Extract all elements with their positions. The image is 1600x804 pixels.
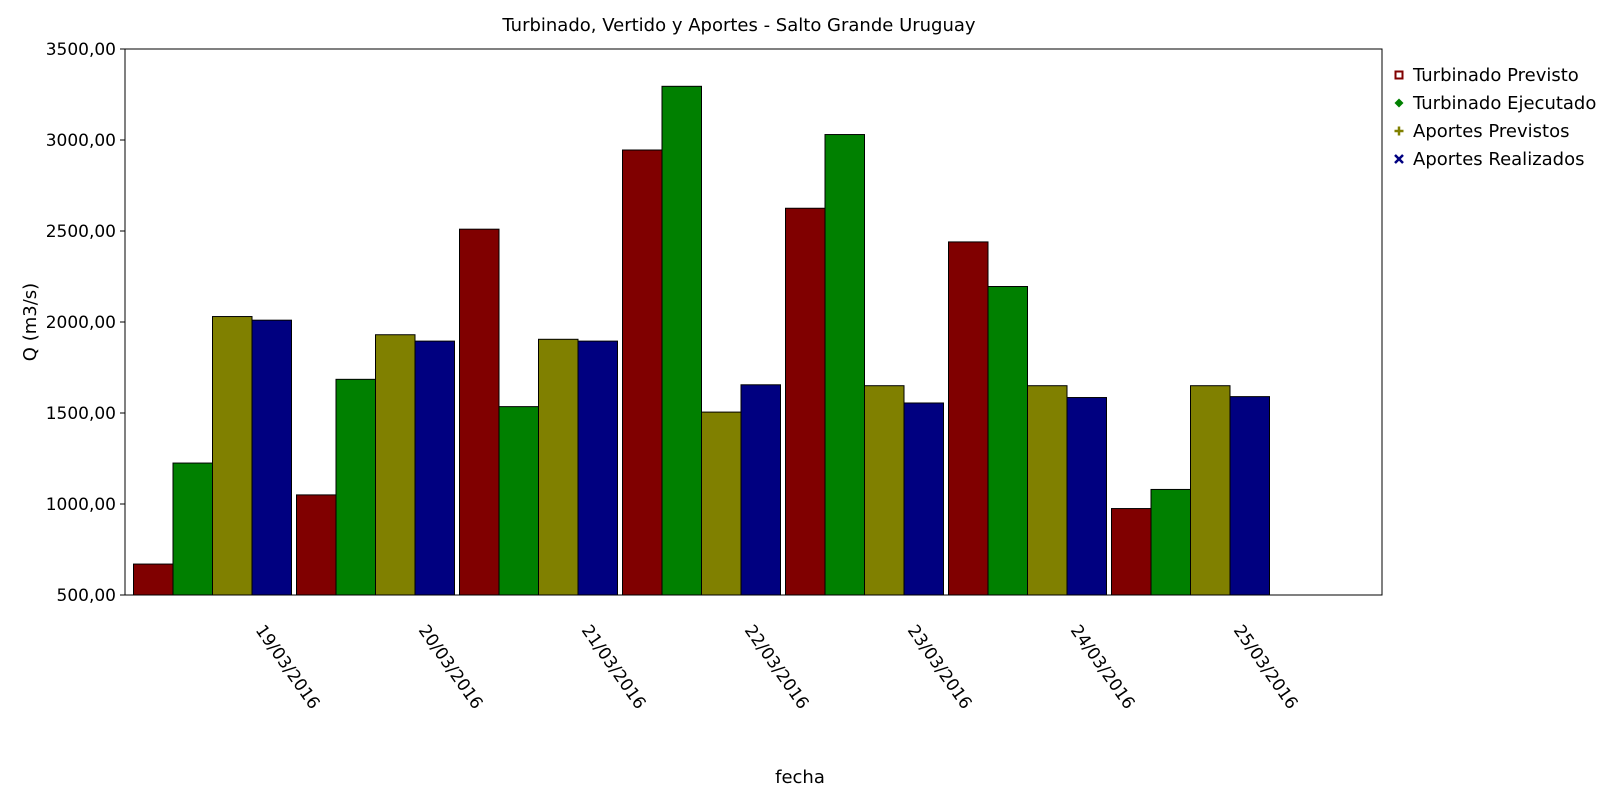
y-tick-label: 1500,00 bbox=[46, 404, 116, 424]
bar-turbinado-ejecutado-2 bbox=[335, 378, 376, 596]
bar-aportes-realizados-6 bbox=[1066, 397, 1107, 596]
legend-marker-diamond-icon bbox=[1394, 98, 1404, 108]
bar-aportes-realizados-7 bbox=[1229, 396, 1270, 596]
bar-turbinado-ejecutado-5 bbox=[824, 134, 865, 596]
bar-aportes-realizados-3 bbox=[577, 340, 618, 596]
bar-aportes-previstos-7 bbox=[1190, 385, 1231, 596]
chart-title: Turbinado, Vertido y Aportes - Salto Gra… bbox=[501, 15, 976, 36]
legend: Turbinado Previsto Turbinado Ejecutado Apo… bbox=[1394, 65, 1596, 170]
bar-turbinado-ejecutado-4 bbox=[661, 85, 702, 596]
bar-turbinado-previsto-6 bbox=[948, 241, 989, 596]
legend-marker-cross-icon bbox=[1394, 154, 1404, 164]
bar-aportes-previstos-2 bbox=[375, 334, 416, 596]
bar-aportes-realizados-4 bbox=[740, 384, 781, 596]
bar-aportes-previstos-5 bbox=[864, 385, 905, 596]
legend-marker-plus-icon bbox=[1394, 126, 1404, 136]
x-axis-label: fecha bbox=[775, 767, 825, 788]
bar-aportes-previstos-4 bbox=[701, 411, 742, 596]
bar-turbinado-ejecutado-3 bbox=[498, 406, 539, 596]
bar-turbinado-previsto-7 bbox=[1111, 508, 1152, 596]
bar-turbinado-previsto-3 bbox=[459, 228, 500, 596]
bar-turbinado-ejecutado-1 bbox=[172, 462, 213, 596]
bar-turbinado-previsto-1 bbox=[133, 563, 174, 596]
y-tick-label: 2000,00 bbox=[46, 313, 116, 333]
y-tick-label: 2500,00 bbox=[46, 222, 116, 242]
bar-turbinado-previsto-5 bbox=[785, 207, 826, 596]
bar-aportes-realizados-1 bbox=[251, 319, 292, 596]
bar-aportes-realizados-2 bbox=[414, 340, 455, 596]
y-axis: 500,00 1000,00 1500,00 2000,00 2500,00 3000,0… bbox=[46, 40, 125, 606]
y-axis-label: Q (m3/s) bbox=[20, 283, 41, 361]
y-tick-label: 3000,00 bbox=[46, 131, 116, 151]
bar-aportes-realizados-5 bbox=[903, 402, 944, 596]
y-tick-label: 1000,00 bbox=[46, 495, 116, 515]
bar-aportes-previstos-1 bbox=[212, 316, 253, 596]
bar-turbinado-ejecutado-6 bbox=[987, 286, 1028, 596]
legend-label: Turbinado Ejecutado bbox=[1412, 93, 1596, 114]
bar-turbinado-previsto-2 bbox=[296, 494, 337, 596]
legend-label: Aportes Realizados bbox=[1413, 149, 1584, 170]
bars-layer bbox=[133, 85, 1270, 596]
legend-label: Aportes Previstos bbox=[1413, 121, 1569, 142]
bar-aportes-previstos-6 bbox=[1027, 385, 1068, 596]
bar-turbinado-previsto-4 bbox=[622, 149, 663, 596]
bar-turbinado-ejecutado-7 bbox=[1150, 488, 1191, 596]
bar-aportes-previstos-3 bbox=[538, 338, 579, 596]
legend-label: Turbinado Previsto bbox=[1412, 65, 1579, 86]
y-tick-label: 500,00 bbox=[57, 586, 116, 606]
legend-marker-square-icon bbox=[1394, 70, 1404, 80]
y-tick-label: 3500,00 bbox=[46, 40, 116, 60]
